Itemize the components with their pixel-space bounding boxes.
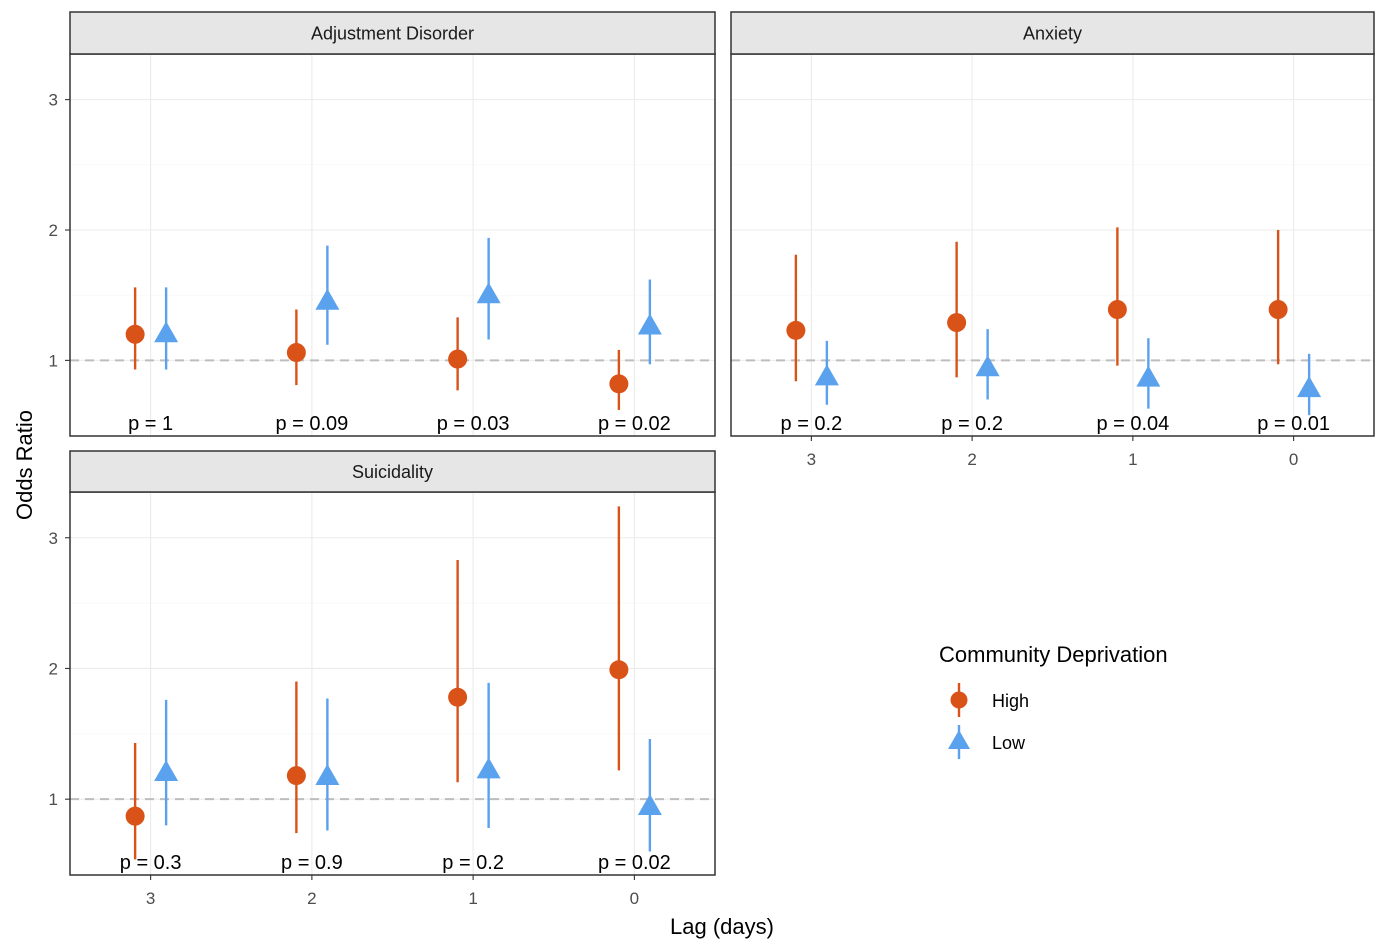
point-low (814, 364, 839, 386)
point-low (975, 355, 1000, 377)
y-tick-label: 2 (49, 659, 58, 678)
p-value-label: p = 0.2 (941, 413, 1003, 435)
point-high (125, 806, 145, 826)
y-tick-label: 2 (49, 221, 58, 240)
point-high (125, 324, 145, 344)
x-tick-label: 3 (146, 889, 155, 908)
facet-title: Suicidality (352, 462, 433, 482)
point-low (1136, 365, 1161, 387)
facet-panel-0: p = 1 p = 0.09 p = 0.03 p = 0.02 Adjustment … (49, 11, 716, 437)
x-tick-label: 3 (807, 450, 816, 469)
facet-panel-2: p = 0.3 p = 0.9 p = 0.2 p = 0.02 Suicidality… (49, 450, 716, 908)
point-high (286, 343, 306, 363)
point-low (476, 282, 501, 304)
point-high (286, 766, 306, 786)
point-low (1297, 376, 1322, 398)
legend-key-high (950, 691, 968, 709)
p-value-label: p = 0.3 (120, 852, 182, 874)
panel-background (731, 54, 1374, 436)
p-value-label: p = 1 (128, 413, 173, 435)
p-value-label: p = 0.09 (275, 413, 348, 435)
y-axis-title: Odds Ratio (12, 410, 37, 520)
p-value-label: p = 0.2 (442, 852, 504, 874)
legend-key-low (948, 730, 970, 749)
p-value-label: p = 0.01 (1257, 413, 1330, 435)
facet-title: Anxiety (1023, 24, 1082, 44)
legend-label-high: High (992, 691, 1029, 711)
point-high (609, 660, 629, 680)
point-low (315, 763, 340, 785)
x-tick-label: 2 (307, 889, 316, 908)
point-high (448, 349, 468, 369)
p-value-label: p = 0.03 (437, 413, 510, 435)
x-tick-label: 2 (967, 450, 976, 469)
p-value-label: p = 0.9 (281, 852, 343, 874)
point-high (1107, 300, 1127, 320)
x-tick-label: 0 (630, 889, 639, 908)
p-value-label: p = 0.02 (598, 413, 671, 435)
point-low (154, 321, 179, 343)
point-high (448, 687, 468, 707)
point-high (609, 374, 629, 394)
facet-panel-1: p = 0.2 p = 0.2 p = 0.04 p = 0.01 Anxiety 3 2 1… (730, 11, 1375, 469)
p-value-label: p = 0.02 (598, 852, 671, 874)
point-high (1268, 300, 1288, 320)
point-high (786, 320, 806, 340)
legend-label-low: Low (992, 733, 1026, 753)
point-low (637, 794, 662, 816)
point-low (637, 313, 662, 335)
facet-title: Adjustment Disorder (311, 24, 474, 44)
facet-strip (730, 11, 1375, 55)
point-low (315, 288, 340, 310)
x-tick-label: 0 (1289, 450, 1298, 469)
facet-strip (69, 11, 716, 55)
y-tick-label: 1 (49, 790, 58, 809)
panel-background (70, 492, 715, 875)
p-value-label: p = 0.04 (1096, 413, 1169, 435)
legend: Community Deprivation High Low (939, 642, 1168, 759)
y-tick-label: 3 (49, 529, 58, 548)
p-value-label: p = 0.2 (781, 413, 843, 435)
point-low (476, 757, 501, 779)
y-tick-label: 1 (49, 351, 58, 370)
panel-background (70, 54, 715, 436)
x-tick-label: 1 (1128, 450, 1137, 469)
x-axis-title: Lag (days) (670, 914, 774, 939)
x-tick-label: 1 (468, 889, 477, 908)
point-low (154, 760, 179, 782)
y-tick-label: 3 (49, 91, 58, 110)
legend-title: Community Deprivation (939, 642, 1168, 667)
point-high (947, 313, 967, 333)
facet-strip (69, 450, 716, 493)
